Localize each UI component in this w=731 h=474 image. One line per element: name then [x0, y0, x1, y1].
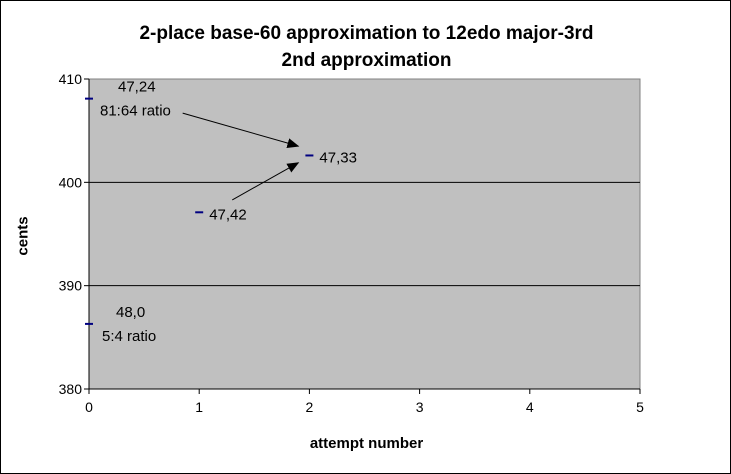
x-axis-label: attempt number: [309, 435, 424, 452]
annotation-arrow: [232, 162, 300, 201]
data-label: 47,24: [118, 79, 156, 96]
y-tick-label: 410: [59, 71, 83, 87]
y-tick-label: 390: [59, 278, 83, 294]
annotation-arrow: [182, 112, 300, 148]
x-tick-label: 5: [636, 399, 644, 415]
x-tick-label: 3: [416, 399, 424, 415]
x-tick-label: 4: [526, 399, 534, 415]
data-label: 48,0: [116, 304, 145, 321]
data-sublabel: 5:4 ratio: [102, 328, 156, 345]
y-tick-label: 380: [59, 381, 83, 397]
data-sublabel: 81:64 ratio: [100, 103, 171, 120]
x-tick-label: 2: [306, 399, 314, 415]
plot-area: [88, 78, 641, 390]
data-label: 47,42: [209, 206, 247, 223]
x-tick-label: 1: [195, 399, 203, 415]
x-tick-label: 0: [85, 399, 93, 415]
y-tick-label: 400: [59, 174, 83, 190]
chart-subtitle: 2nd approximation: [281, 50, 452, 71]
data-label: 47,33: [319, 149, 357, 166]
chart-title: 2-place base-60 approximation to 12edo m…: [139, 23, 594, 44]
